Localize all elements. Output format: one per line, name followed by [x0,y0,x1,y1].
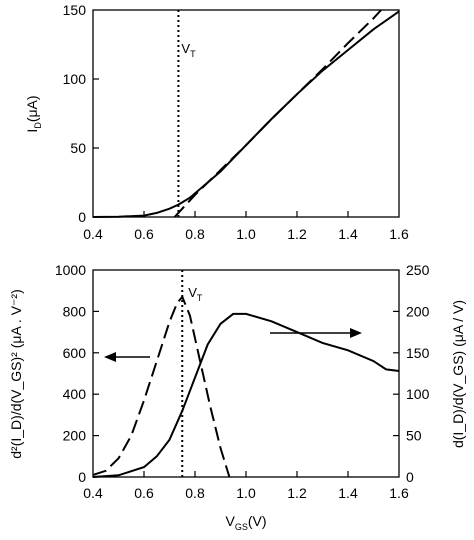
bottom-x-axis-title-main: V [225,513,235,529]
bottom-vt-label-main: V [188,285,197,300]
bottom-right-y-tick-label: 0 [406,469,414,485]
top-panel: 0.4 0.6 0.8 1.0 1.2 1.4 1.6 0 50 100 150 VT ID(μA… [24,2,409,242]
bottom-right-y-tick-label: 250 [406,262,430,278]
bottom-right-y-tick-label: 100 [406,386,430,402]
top-y-axis-title-main: I [24,129,40,133]
bottom-dashed-line [92,294,231,478]
bottom-right-y-axis-title: d(I_D)/d(V_GS) (μA / V) [450,300,466,448]
bottom-vt-label-sub: T [197,293,203,303]
bottom-left-y-tick-label: 1000 [55,262,86,278]
bottom-panel: 0.4 0.6 0.8 1.0 1.2 1.4 1.6 02004006008001000 … [8,262,466,532]
bottom-vt-label: VT [188,285,203,303]
top-x-tick-label: 0.4 [83,226,103,242]
top-x-tick-label: 1.4 [338,226,358,242]
bottom-x-tick-label: 1.4 [338,485,358,501]
bottom-right-y-axis: 0 50 100 150 200 250 [393,262,430,485]
bottom-x-tick-label: 0.6 [134,485,154,501]
top-x-tick-label: 1.0 [236,226,256,242]
top-y-axis-title: ID(μA) [24,95,43,132]
bottom-x-tick-label: 1.6 [389,485,409,501]
bottom-left-y-axis: 0 200 400 600 800 1000 [55,262,99,485]
top-x-tick-label: 1.6 [389,226,409,242]
bottom-solid-line [92,312,400,478]
top-vt-label-sub: T [190,49,196,59]
bottom-right-y-tick-label: 200 [406,303,430,319]
bottom-x-axis-title: VGS(V) [225,513,266,532]
bottom-x-tick-label: 1.2 [287,485,307,501]
bottom-left-y-tick-label: 200 [63,428,87,444]
top-y-axis: 0 50 100 150 [63,2,99,225]
top-x-tick-label: 0.8 [185,226,205,242]
top-y-axis-title-unit: (μA) [24,95,40,122]
bottom-x-tick-label: 1.0 [236,485,256,501]
bottom-right-y-tick-label: 50 [406,428,422,444]
top-y-tick-label: 100 [63,71,87,87]
bottom-left-y-tick-label: 400 [63,386,87,402]
right-arrow-icon [270,328,362,338]
top-plot-lines [92,9,400,218]
bottom-left-y-axis-title: d²(I_D)/d(V_GS)² (μA . V⁻²) [8,289,24,458]
top-x-tick-label: 0.6 [134,226,154,242]
top-dashed-line [173,9,382,218]
bottom-plot-frame [92,269,400,478]
top-plot-frame [92,9,400,218]
bottom-left-y-tick-label: 800 [63,303,87,319]
top-y-tick-label: 150 [63,2,87,18]
bottom-left-y-tick-label: 600 [63,345,87,361]
top-x-axis: 0.4 0.6 0.8 1.0 1.2 1.4 1.6 [83,211,409,242]
bottom-x-axis: 0.4 0.6 0.8 1.0 1.2 1.4 1.6 [83,471,409,501]
bottom-right-y-tick-label: 150 [406,345,430,361]
top-x-tick-label: 1.2 [287,226,307,242]
bottom-x-axis-title-unit: (V) [248,513,267,529]
left-arrow-icon [104,352,150,362]
bottom-x-axis-title-sub: GS [235,522,248,532]
top-vt-label: VT [181,41,196,59]
bottom-x-tick-label: 0.8 [185,485,205,501]
bottom-left-y-tick-label: 0 [78,469,86,485]
top-solid-line [92,10,400,218]
top-y-tick-label: 0 [78,209,86,225]
bottom-x-tick-label: 0.4 [83,485,103,501]
top-vt-label-main: V [181,41,190,56]
bottom-plot-lines [92,294,400,478]
top-y-tick-label: 50 [70,140,86,156]
top-y-axis-title-sub: D [33,122,43,129]
